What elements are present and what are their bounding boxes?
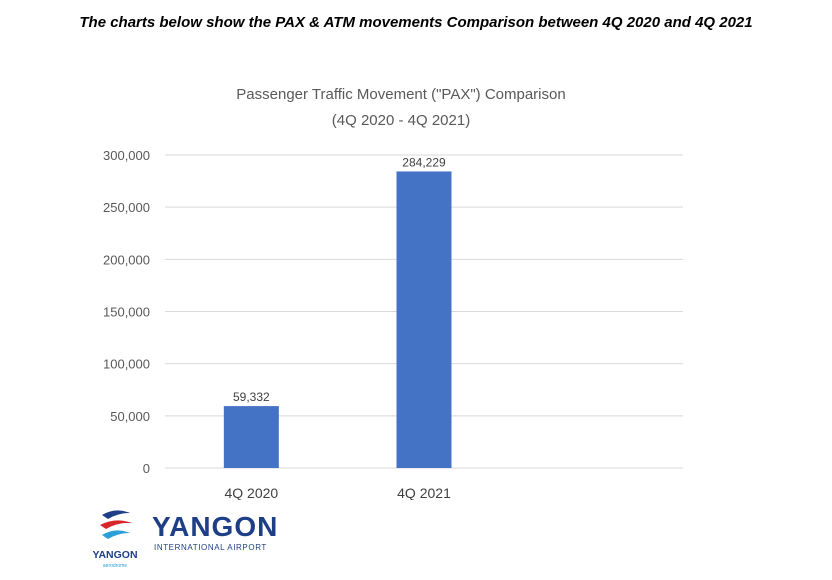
bar-4q-2020	[223, 406, 279, 468]
chart-title: Passenger Traffic Movement ("PAX") Compa…	[236, 86, 565, 103]
bar-value-label: 284,229	[402, 155, 446, 169]
logo-wordmark: YANGON	[152, 511, 279, 542]
y-tick-label: 200,000	[103, 252, 150, 267]
y-tick-label: 0	[143, 461, 150, 476]
y-tick-label: 150,000	[103, 305, 150, 320]
bar-value-label: 59,332	[233, 390, 270, 404]
y-tick-label: 300,000	[103, 148, 150, 163]
page-heading: The charts below show the PAX & ATM move…	[79, 14, 753, 31]
y-tick-label: 250,000	[103, 200, 150, 215]
y-tick-label: 50,000	[110, 409, 150, 424]
yangon-airport-logo: YANGON INTERNATIONAL AIRPORT YANGON aero…	[86, 505, 286, 577]
x-tick-label: 4Q 2020	[224, 485, 278, 500]
logo-subtitle: INTERNATIONAL AIRPORT	[154, 543, 267, 552]
chart-subtitle: (4Q 2020 - 4Q 2021)	[332, 112, 470, 129]
x-tick-label: 4Q 2021	[397, 485, 451, 500]
logo-tagline: aerodrome	[102, 563, 128, 569]
logo-small-wordmark: YANGON	[92, 549, 138, 561]
airport-emblem-icon	[100, 510, 132, 539]
pax-bar-chart: Passenger Traffic Movement ("PAX") Compa…	[103, 86, 683, 500]
y-tick-label: 100,000	[103, 357, 150, 372]
bar-4q-2021	[396, 171, 452, 468]
